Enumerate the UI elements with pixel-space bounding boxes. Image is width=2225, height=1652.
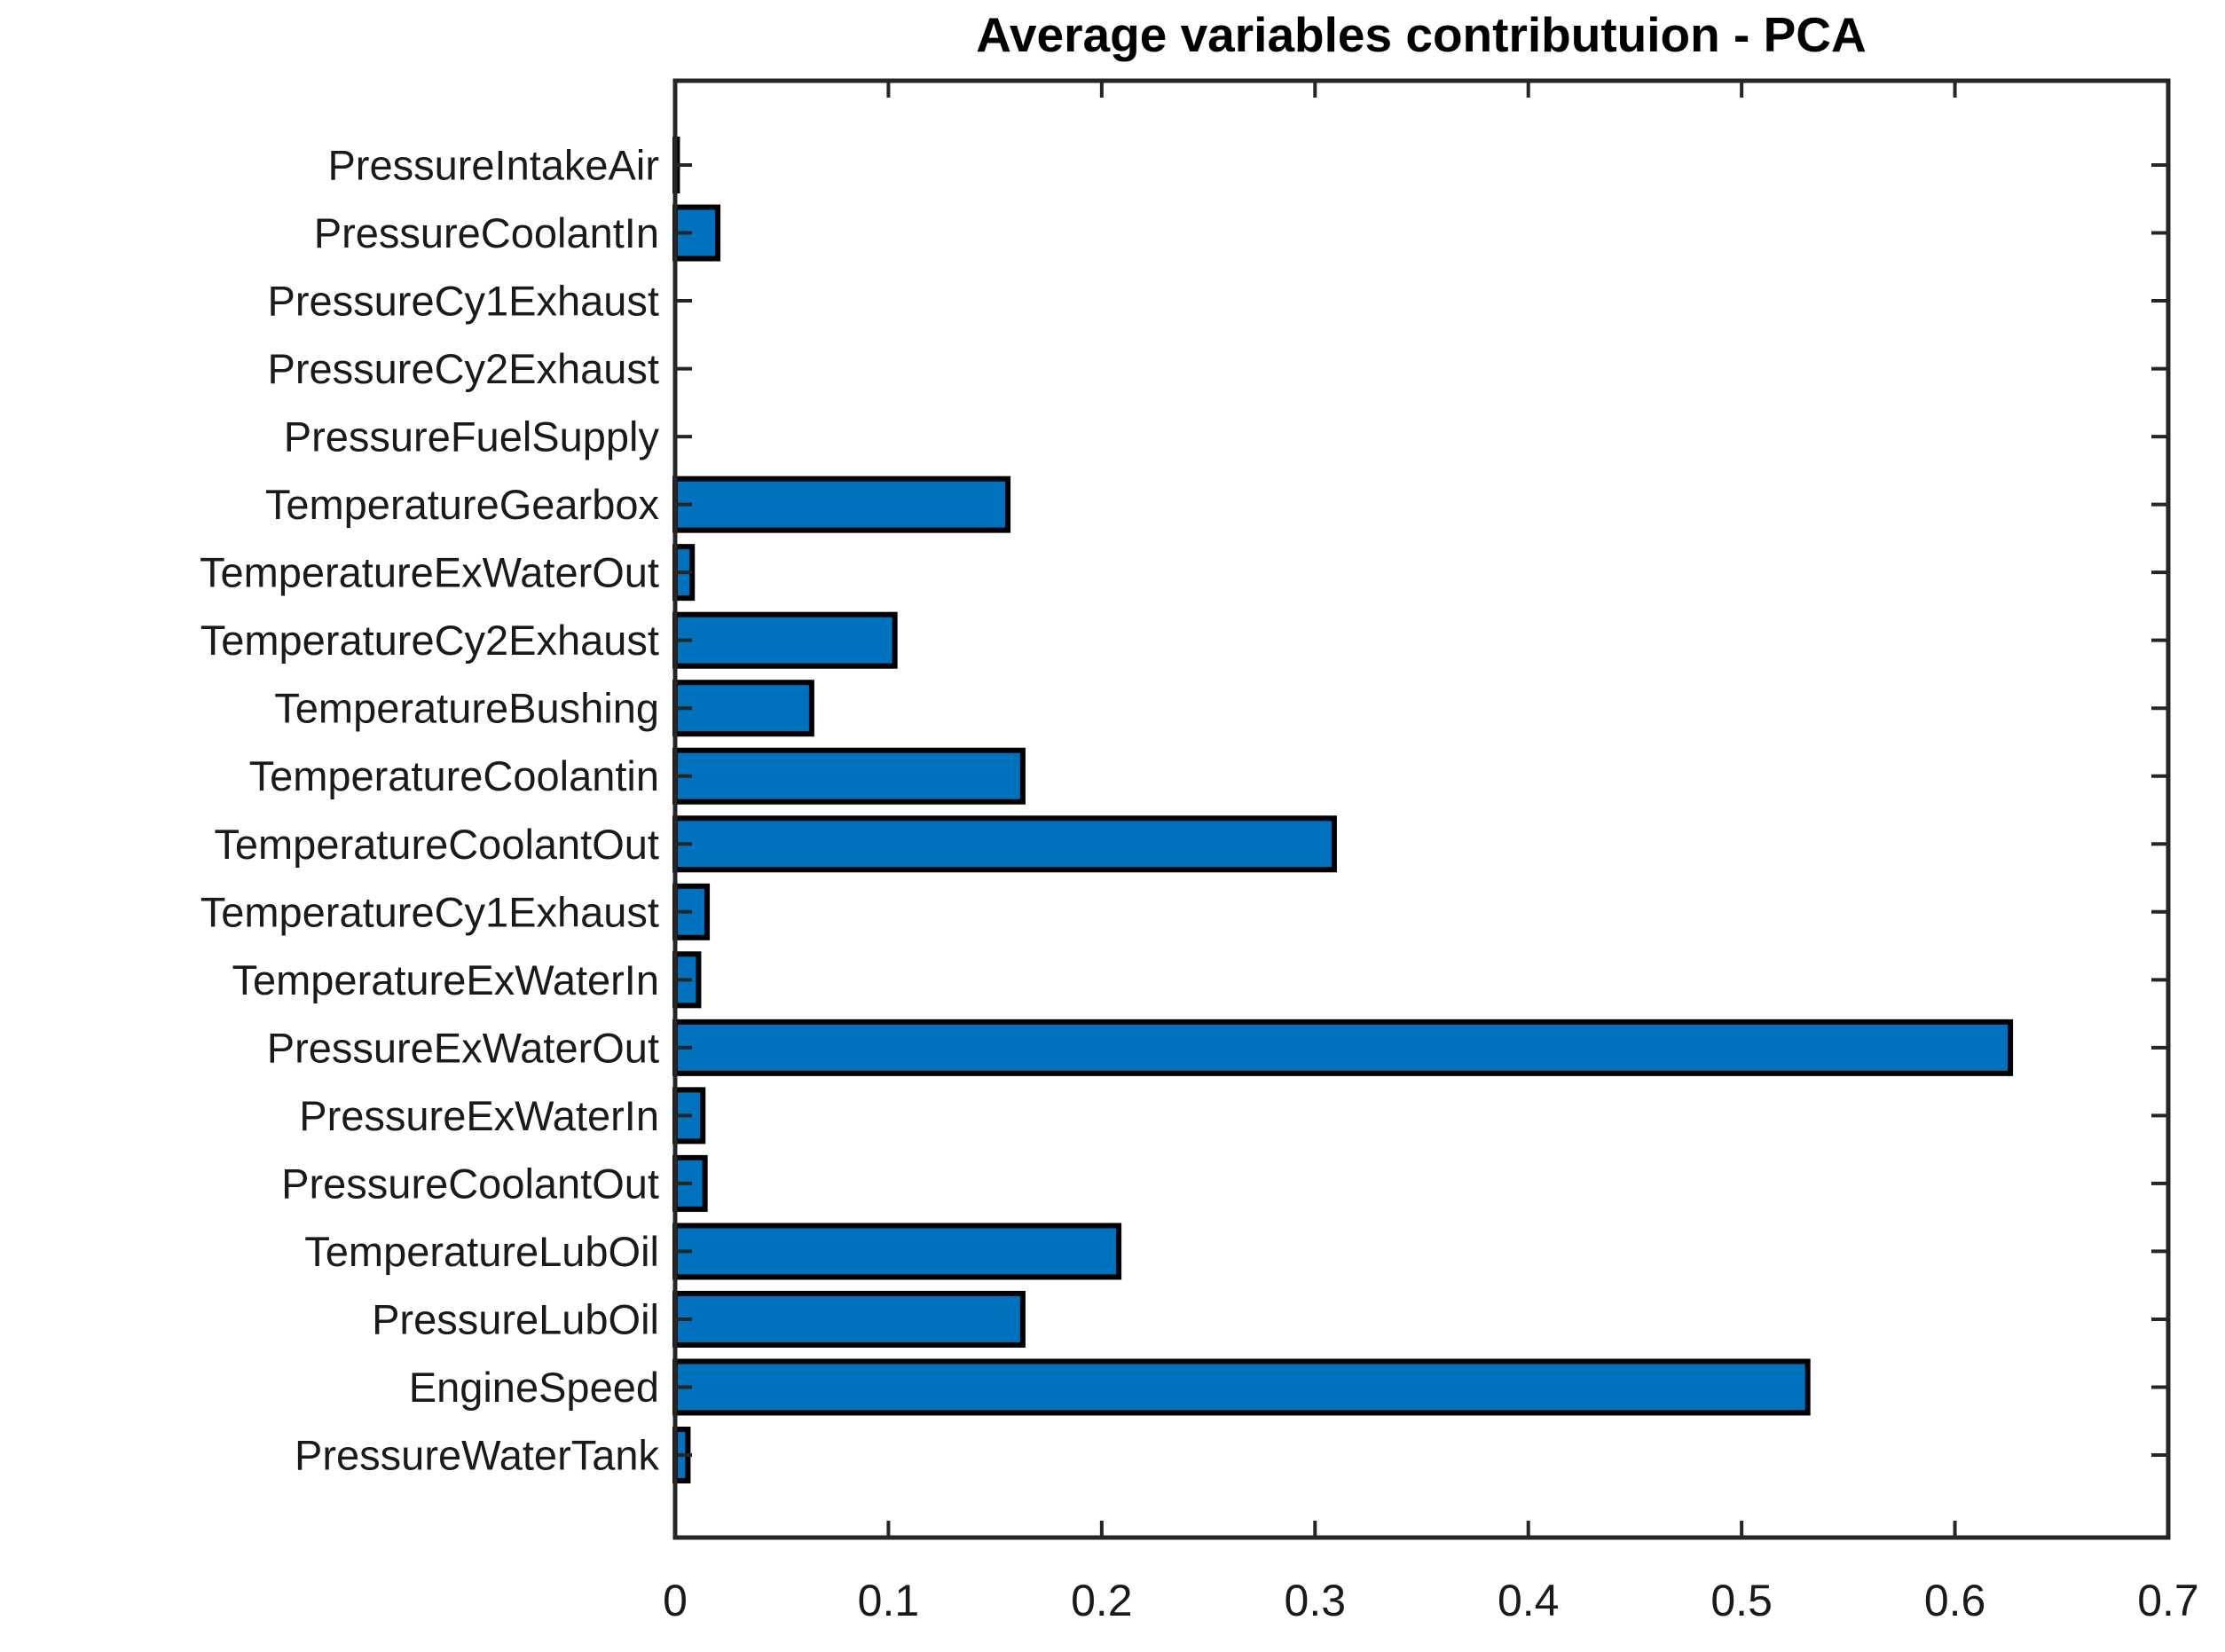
x-tick-label: 0 (663, 1576, 688, 1625)
plot-box (672, 78, 2171, 1540)
bar-PressureLubOil (672, 1290, 1026, 1348)
bar-PressureExWaterOut (672, 1019, 2014, 1076)
y-axis-labels: PressureIntakeAir PressureCoolantIn Pressu… (200, 142, 660, 1479)
y-tick-label: TemperatureExWaterIn (232, 956, 660, 1003)
x-tick-label: 0.4 (1498, 1576, 1560, 1625)
y-tick-label: TemperatureBushing (274, 685, 659, 732)
axis-group (672, 78, 2171, 1540)
y-tick-label: TemperatureGearbox (265, 481, 659, 528)
y-tick-label: TemperatureCoolantin (249, 752, 659, 799)
x-tick-label: 0.5 (1710, 1576, 1773, 1625)
chart-title: Average variables contributuion - PCA (976, 7, 1866, 62)
y-tick-label: PressureIntakeAir (327, 142, 659, 189)
bar-TemperatureGearbox (672, 476, 1011, 533)
y-tick-label: PressureCy2Exhaust (268, 345, 659, 392)
x-tick-label: 0.7 (2137, 1576, 2199, 1625)
bar-TemperatureCoolantOut (672, 815, 1337, 873)
y-tick-label: PressureFuelSupply (284, 413, 660, 460)
y-tick-label: PressureLubOil (372, 1295, 659, 1342)
bars-group (672, 137, 2014, 1483)
y-tick-label: TemperatureLubOil (304, 1228, 659, 1275)
x-tick-label: 0.2 (1071, 1576, 1133, 1625)
y-tick-label: PressureExWaterOut (267, 1024, 659, 1071)
x-axis-labels: 0 0.1 0.2 0.3 0.4 0.5 0.6 0.7 (663, 1576, 2199, 1625)
bar-TemperatureCy1Exhaust (672, 883, 711, 940)
bar-TemperatureLubOil (672, 1223, 1122, 1280)
bar-TemperatureBushing (672, 680, 814, 737)
y-tick-label: TemperatureCy2Exhaust (200, 617, 659, 664)
bar-TemperatureCoolantin (672, 747, 1026, 805)
y-tick-label: PressureCy1Exhaust (268, 278, 659, 325)
y-tick-label: PressureWaterTank (295, 1432, 659, 1479)
x-tick-label: 0.6 (1924, 1576, 1986, 1625)
bar-TemperatureCy2Exhaust (672, 611, 898, 669)
y-tick-label: PressureExWaterIn (299, 1092, 659, 1139)
y-tick-label: TemperatureExWaterOut (200, 549, 659, 596)
x-tick-label: 0.1 (858, 1576, 920, 1625)
y-tick-label: PressureCoolantIn (314, 209, 659, 256)
y-tick-label: EngineSpeed (409, 1364, 659, 1411)
y-tick-label: TemperatureCy1Exhaust (200, 888, 659, 935)
bar-EngineSpeed (672, 1358, 1811, 1416)
y-tick-label: TemperatureCoolantOut (214, 821, 659, 868)
y-tick-label: PressureCoolantOut (281, 1160, 659, 1207)
x-tick-label: 0.3 (1285, 1576, 1347, 1625)
